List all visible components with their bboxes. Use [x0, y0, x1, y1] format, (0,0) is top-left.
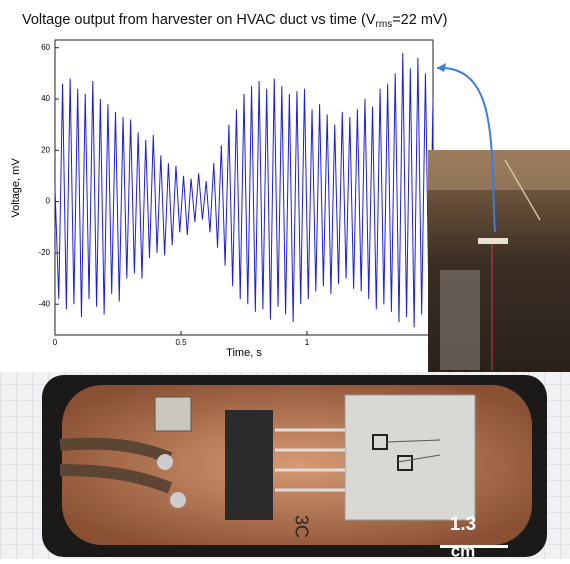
y-axis-label: Voltage, mV [10, 158, 22, 218]
data-line [54, 52, 434, 328]
board-label: 3C [291, 515, 311, 538]
x-axis-label: Time, s [226, 347, 262, 359]
arrow-head [437, 63, 446, 72]
scale-unit: cm [451, 541, 476, 559]
plot-area: -40 -20 0 20 40 60 0 0.5 1 [38, 43, 434, 347]
scale-label: 1.3 [450, 514, 476, 535]
y-tick-label: 20 [41, 145, 50, 154]
x-tick-label: 1 [305, 338, 310, 347]
y-tick-label: -40 [38, 299, 50, 308]
board-photo [0, 372, 570, 559]
title-subscript: rms [376, 19, 393, 30]
y-tick-label: 0 [46, 197, 51, 206]
title-text-end: =22 mV) [392, 12, 447, 28]
y-tick-label: -20 [38, 248, 50, 257]
pointer-arrow [436, 66, 496, 233]
x-tick-label: 0.5 [175, 338, 187, 347]
title-text: Voltage output from harvester on HVAC du… [22, 12, 376, 28]
duct-photo [428, 150, 570, 372]
chart-title: Voltage output from harvester on HVAC du… [22, 12, 447, 30]
y-tick-label: 40 [41, 94, 50, 103]
x-tick-label: 0 [53, 338, 58, 347]
y-tick-label: 60 [41, 43, 50, 52]
